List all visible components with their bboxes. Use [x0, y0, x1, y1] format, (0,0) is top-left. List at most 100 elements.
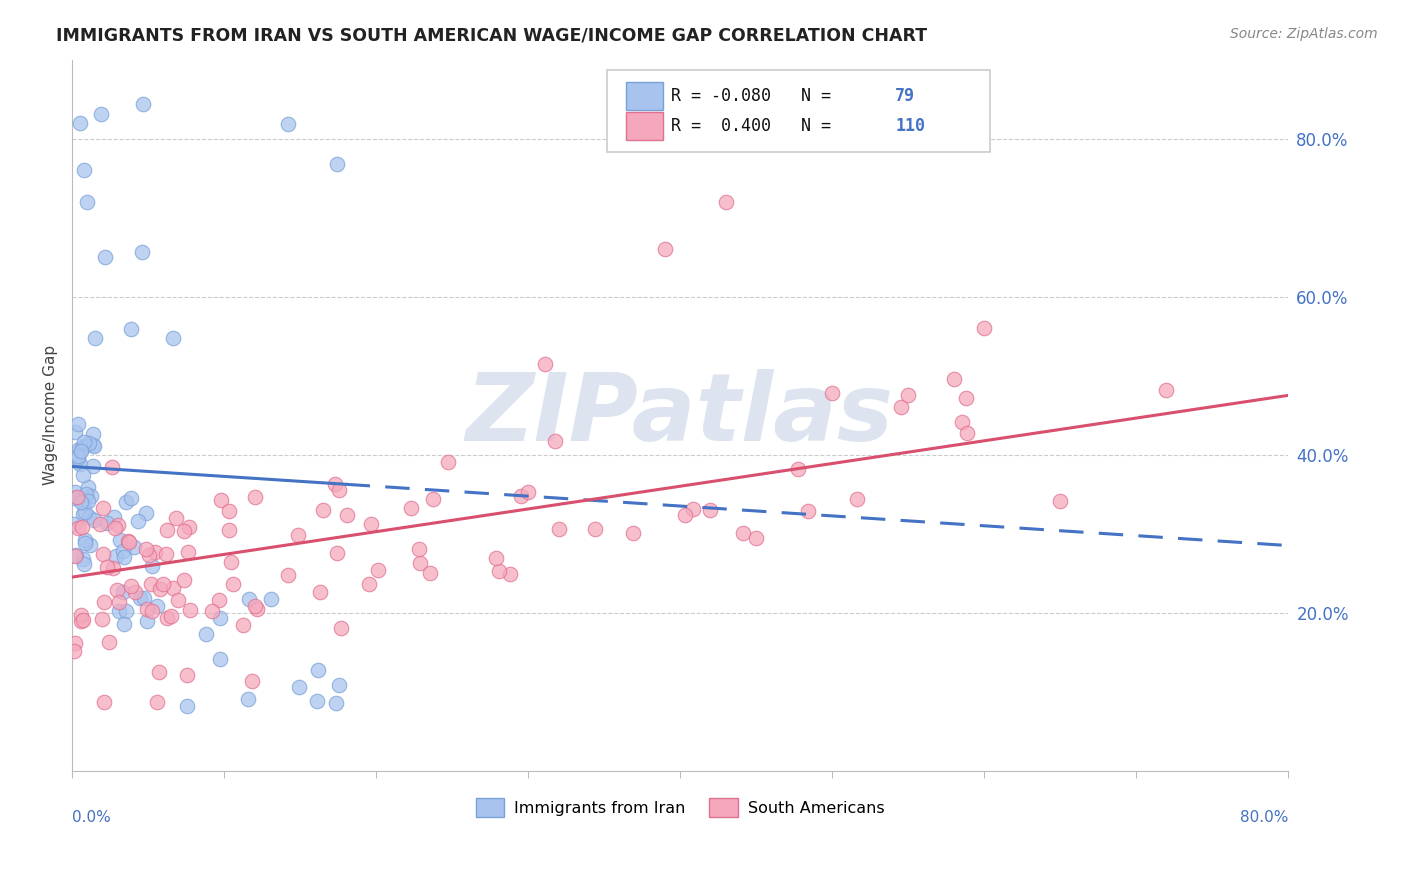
Point — [208, 593, 231, 607]
FancyBboxPatch shape — [607, 70, 990, 152]
Point — [360, 516, 382, 531]
Point — [112, 549, 135, 564]
Point — [714, 194, 737, 209]
Point — [218, 523, 240, 537]
Point — [101, 560, 124, 574]
Point — [93, 695, 115, 709]
Point — [108, 595, 131, 609]
Point — [112, 584, 135, 599]
Point — [67, 442, 90, 456]
Point — [72, 613, 94, 627]
Point — [682, 502, 704, 516]
Point — [70, 520, 93, 534]
Point — [534, 357, 557, 371]
Point — [120, 322, 142, 336]
Point — [63, 549, 86, 563]
FancyBboxPatch shape — [627, 112, 664, 140]
Point — [509, 489, 531, 503]
Text: R = -0.080   N =: R = -0.080 N = — [672, 87, 841, 105]
Point — [323, 476, 346, 491]
Point — [67, 450, 90, 465]
Point — [134, 507, 156, 521]
Point — [583, 521, 606, 535]
Point — [63, 491, 86, 505]
Point — [246, 602, 269, 616]
Point — [90, 107, 112, 121]
Point — [786, 462, 808, 476]
Point — [156, 611, 179, 625]
Point — [621, 526, 644, 541]
Point — [307, 663, 329, 677]
Point — [208, 611, 231, 625]
Point — [91, 611, 114, 625]
Point — [72, 552, 94, 566]
Point — [79, 489, 101, 503]
Point — [75, 536, 97, 550]
Point — [73, 558, 96, 572]
Point — [955, 391, 977, 405]
Point — [218, 504, 240, 518]
Point — [135, 601, 157, 615]
Point — [277, 568, 299, 582]
Point — [973, 321, 995, 335]
Point — [103, 510, 125, 524]
Point — [143, 545, 166, 559]
Point — [176, 668, 198, 682]
Point — [165, 511, 187, 525]
Point — [156, 523, 179, 537]
Y-axis label: Wage/Income Gap: Wage/Income Gap — [44, 345, 58, 485]
Point — [484, 551, 506, 566]
Point — [69, 116, 91, 130]
Point — [73, 533, 96, 548]
Point — [195, 626, 218, 640]
Text: IMMIGRANTS FROM IRAN VS SOUTH AMERICAN WAGE/INCOME GAP CORRELATION CHART: IMMIGRANTS FROM IRAN VS SOUTH AMERICAN W… — [56, 27, 928, 45]
Point — [419, 566, 441, 581]
Point — [408, 556, 430, 570]
Point — [177, 545, 200, 559]
Point — [73, 505, 96, 519]
Point — [67, 417, 90, 432]
Point — [112, 544, 135, 558]
Point — [72, 468, 94, 483]
Point — [821, 385, 844, 400]
Point — [167, 592, 190, 607]
Point — [96, 516, 118, 531]
Point — [98, 634, 121, 648]
FancyBboxPatch shape — [627, 82, 664, 110]
Point — [201, 604, 224, 618]
Point — [93, 594, 115, 608]
Point — [673, 508, 696, 522]
Point — [548, 522, 571, 536]
Point — [232, 617, 254, 632]
Point — [69, 457, 91, 471]
Point — [141, 559, 163, 574]
Point — [141, 604, 163, 618]
Point — [654, 242, 676, 256]
Point — [105, 549, 128, 563]
Point — [128, 591, 150, 605]
Point — [108, 604, 131, 618]
Point — [329, 621, 352, 635]
Point — [517, 484, 540, 499]
Point — [69, 615, 91, 629]
Point — [1049, 493, 1071, 508]
Point — [328, 678, 350, 692]
Text: 110: 110 — [896, 117, 925, 135]
Point — [845, 491, 868, 506]
Point — [70, 444, 93, 458]
Point — [70, 495, 93, 509]
Point — [148, 665, 170, 679]
Point — [63, 516, 86, 531]
Point — [173, 574, 195, 588]
Point — [66, 491, 89, 505]
Point — [124, 585, 146, 599]
Point — [138, 548, 160, 562]
Point — [66, 521, 89, 535]
Point — [236, 692, 259, 706]
Point — [82, 459, 104, 474]
Point — [326, 157, 349, 171]
Text: ZIPatlas: ZIPatlas — [465, 369, 894, 461]
Point — [326, 546, 349, 560]
Point — [108, 533, 131, 547]
Point — [359, 576, 381, 591]
